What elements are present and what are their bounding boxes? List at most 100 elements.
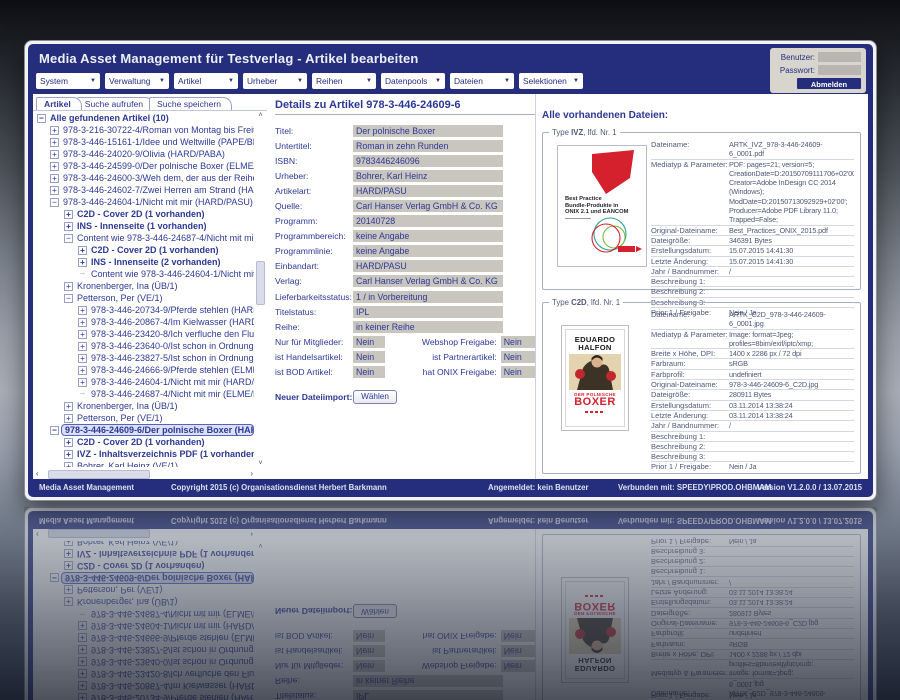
tree-item[interactable]: IVZ - Inhaltsverzeichnis PDF (1 vorhande…: [35, 448, 254, 460]
field-value[interactable]: Carl Hanser Verlag GmbH & Co. KG: [353, 275, 503, 288]
field-value[interactable]: 1 / in Vorbereitung: [353, 290, 503, 303]
field-value[interactable]: keine Angabe: [353, 230, 503, 243]
tree-item[interactable]: 978-3-446-15161-1/Idee und Weltwille (PA…: [35, 136, 254, 148]
tree-item[interactable]: C2D - Cover 2D (1 vorhanden): [35, 436, 254, 448]
tree-item[interactable]: 978-3-446-23640-0/Ist schon in Ordnung (…: [35, 340, 254, 352]
tree-item[interactable]: 978-3-446-24602-7/Zwei Herren am Strand …: [35, 184, 254, 196]
tree-expander-icon[interactable]: [78, 329, 87, 339]
logout-button[interactable]: Abmelden: [797, 78, 861, 89]
tree-expander-icon[interactable]: [64, 293, 73, 303]
menu-dropdown[interactable]: Datenpools ▼: [381, 73, 445, 89]
tree-expander-icon[interactable]: [78, 389, 87, 399]
tree-expander-icon[interactable]: [78, 377, 87, 387]
tree-item[interactable]: 978-3-446-20734-9/Pferde stehlen (HARD/P…: [35, 304, 254, 316]
password-input[interactable]: [818, 65, 861, 75]
flag-value-2[interactable]: Nein: [500, 350, 535, 363]
tree-item[interactable]: INS - Innenseite (1 vorhanden): [35, 220, 254, 232]
tree-expander-icon[interactable]: [64, 281, 73, 291]
tree-expander-icon[interactable]: [78, 305, 87, 315]
tree-expander-icon[interactable]: [64, 209, 73, 219]
tree-item[interactable]: 978-3-446-20867-4/Im Kielwasser (HARD/PA…: [35, 316, 254, 328]
vertical-scroll-thumb[interactable]: [256, 261, 265, 306]
tree-item[interactable]: 978-3-446-23827-5/Ist schon in Ordnung (…: [35, 352, 254, 364]
menu-dropdown[interactable]: Urheber ▼: [243, 73, 307, 89]
user-input[interactable]: [818, 52, 861, 62]
tree-expander-icon[interactable]: [64, 413, 73, 423]
tree-expander-icon[interactable]: [50, 173, 59, 183]
tree-item[interactable]: C2D - Cover 2D (1 vorhanden): [35, 208, 254, 220]
flag-value[interactable]: Nein: [353, 335, 386, 348]
tree-expander-icon[interactable]: [64, 401, 73, 411]
tree-expander-icon[interactable]: [50, 137, 59, 147]
tree-item[interactable]: C2D - Cover 2D (1 vorhanden): [35, 244, 254, 256]
tree-expander-icon[interactable]: [64, 233, 73, 243]
tree-item[interactable]: Kronenberger, Ina (ÜB/1): [35, 280, 254, 292]
menu-dropdown[interactable]: Artikel ▼: [174, 73, 238, 89]
tree-expander-icon[interactable]: [50, 125, 59, 135]
tree-expander-icon[interactable]: [78, 365, 87, 375]
field-value[interactable]: keine Angabe: [353, 245, 503, 258]
tree-item[interactable]: 978-3-446-24687-4/Nicht mit mir (ELME/EP…: [35, 388, 254, 400]
flag-value-2[interactable]: Nein: [500, 366, 535, 379]
tree-expander-icon[interactable]: [78, 353, 87, 363]
choose-file-button[interactable]: Wählen: [353, 389, 397, 404]
field-value[interactable]: Der polnische Boxer: [353, 124, 503, 137]
tree-item[interactable]: Content wie 978-3-446-24604-1/Nicht mit …: [35, 268, 254, 280]
tree-expander-icon[interactable]: [78, 341, 87, 351]
tree-expander-icon[interactable]: [64, 437, 73, 447]
flag-value[interactable]: Nein: [353, 366, 386, 379]
tree-item[interactable]: 978-3-446-23420-8/Ich verfluche den Flus…: [35, 328, 254, 340]
tree-expander-icon[interactable]: [64, 461, 73, 467]
horizontal-scroll-thumb[interactable]: [48, 470, 150, 479]
menu-dropdown[interactable]: Reihen ▼: [312, 73, 376, 89]
tree-item[interactable]: Alle gefundenen Artikel (10): [35, 112, 254, 124]
tab-suche-aufrufen[interactable]: Suche aufrufen: [76, 97, 155, 110]
tree-item[interactable]: Petterson, Per (VE/1): [35, 292, 254, 304]
tree-expander-icon[interactable]: [50, 149, 59, 159]
menu-dropdown[interactable]: Verwaltung ▼: [105, 73, 169, 89]
field-value[interactable]: in keiner Reihe: [353, 320, 503, 333]
flag-value-2[interactable]: Nein: [500, 335, 535, 348]
tree-item[interactable]: Bohrer, Karl Heinz (VE/1): [35, 460, 254, 467]
tree-expander-icon[interactable]: [50, 161, 59, 171]
scroll-right-icon[interactable]: ›: [250, 469, 253, 478]
tree-expander-icon[interactable]: [50, 425, 59, 435]
tree-item[interactable]: Petterson, Per (VE/1): [35, 412, 254, 424]
tree-item[interactable]: 978-3-446-24600-3/Weh dem, der aus der R…: [35, 172, 254, 184]
tree-expander-icon[interactable]: [78, 257, 87, 267]
field-value[interactable]: HARD/PASU: [353, 260, 503, 273]
field-value[interactable]: IPL: [353, 305, 503, 318]
tree-item[interactable]: 978-3-446-24604-1/Nicht mit mir (HARD/PA…: [35, 196, 254, 208]
tree-item[interactable]: INS - Innenseite (2 vorhanden): [35, 256, 254, 268]
tree-item[interactable]: Kronenberger, Ina (ÜB/1): [35, 400, 254, 412]
tree-expander-icon[interactable]: [64, 449, 73, 459]
tree-expander-icon[interactable]: [78, 269, 87, 279]
tree-item[interactable]: 978-3-446-24604-1/Nicht mit mir (HARD/PA…: [35, 376, 254, 388]
tree-item[interactable]: 978-3-446-24609-6/Der polnische Boxer (H…: [35, 424, 254, 436]
tab-suche-speichern[interactable]: Suche speichern: [149, 97, 233, 110]
scroll-down-icon[interactable]: ˅: [258, 460, 263, 467]
tree-expander-icon[interactable]: [78, 317, 87, 327]
tab-artikel[interactable]: Artikel: [36, 97, 82, 110]
tree-item[interactable]: 978-3-446-24599-0/Der polnische Boxer (E…: [35, 160, 254, 172]
menu-dropdown[interactable]: Dateien ▼: [450, 73, 514, 89]
flag-value[interactable]: Nein: [353, 350, 386, 363]
field-value[interactable]: Roman in zehn Runden: [353, 139, 503, 152]
tree-expander-icon[interactable]: [50, 197, 59, 207]
tree-item[interactable]: 978-3-446-24666-9/Pferde stehlen (ELME/E…: [35, 364, 254, 376]
field-value[interactable]: Bohrer, Karl Heinz: [353, 169, 503, 182]
scroll-left-icon[interactable]: ‹: [36, 469, 39, 478]
field-value[interactable]: 20140728: [353, 215, 503, 228]
tree-horizontal-scrollbar[interactable]: ‹ ›: [35, 468, 254, 479]
tree-vertical-scrollbar[interactable]: ˄ ˅: [255, 112, 266, 467]
tree-expander-icon[interactable]: [78, 245, 87, 255]
tree-item[interactable]: 978-3-216-30722-4/Roman von Montag bis F…: [35, 124, 254, 136]
field-value[interactable]: Carl Hanser Verlag GmbH & Co. KG: [353, 200, 503, 213]
menu-dropdown[interactable]: Selektionen ▼: [519, 73, 583, 89]
field-value[interactable]: HARD/PASU: [353, 184, 503, 197]
scroll-up-icon[interactable]: ˄: [258, 112, 263, 119]
tree-expander-icon[interactable]: [64, 221, 73, 231]
field-value[interactable]: 9783446246096: [353, 154, 503, 167]
tree-item[interactable]: Content wie 978-3-446-24687-4/Nicht mit …: [35, 232, 254, 244]
tree-item[interactable]: 978-3-446-24020-9/Olivia (HARD/PABA): [35, 148, 254, 160]
